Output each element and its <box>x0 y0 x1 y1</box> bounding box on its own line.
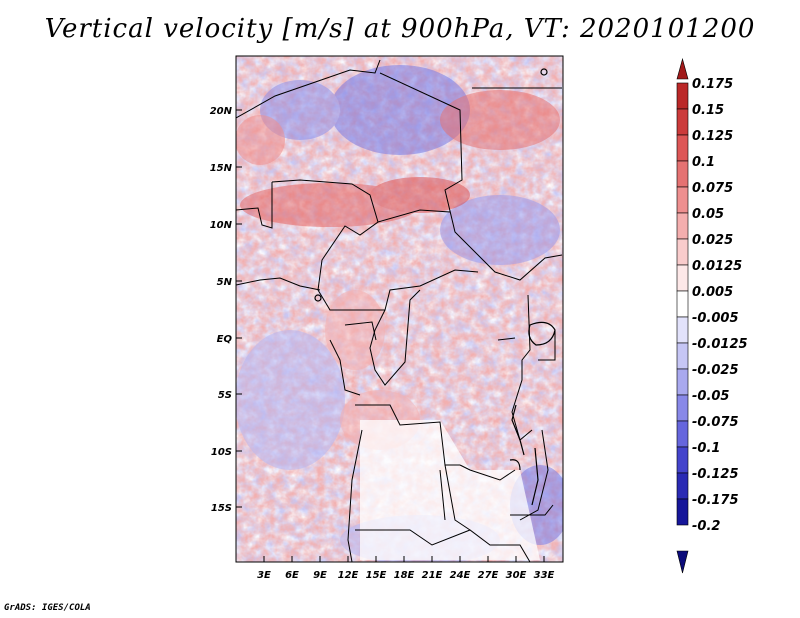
x-tick-label: 9E <box>313 570 327 581</box>
colorbar-segment <box>676 186 689 214</box>
colorbar-segment <box>676 420 689 448</box>
colorbar: 0.175 0.15 0.125 0.1 0.075 0.05 0.025 0.0125 0.0… <box>676 57 748 574</box>
x-tick-label: 15E <box>366 570 387 581</box>
colorbar-segment <box>676 212 689 240</box>
colorbar-segment <box>676 57 689 80</box>
colorbar-label: -0.075 <box>692 415 739 430</box>
colorbar-label: -0.2 <box>692 519 720 534</box>
x-tick-label: 12E <box>338 570 359 581</box>
y-tick-label: 10S <box>211 447 232 458</box>
y-tick-label: EQ <box>217 334 233 345</box>
x-tick-label: 33E <box>534 570 555 581</box>
colorbar-segment <box>676 550 689 574</box>
x-tick-label: 18E <box>394 570 415 581</box>
x-tick-label: 30E <box>506 570 527 581</box>
colorbar-segment <box>676 342 689 370</box>
x-tick-label: 27E <box>478 570 499 581</box>
colorbar-label: -0.005 <box>692 311 739 326</box>
colorbar-segment <box>676 316 689 344</box>
colorbar-label: -0.0125 <box>692 337 748 352</box>
y-tick-label: 15N <box>210 163 233 174</box>
x-tick-label: 24E <box>450 570 471 581</box>
colorbar-segment <box>676 160 689 188</box>
y-tick-label: 20N <box>210 106 233 117</box>
x-axis-ticks <box>263 556 545 562</box>
colorbar-segment <box>676 108 689 136</box>
colorbar-label: 0.125 <box>692 129 733 144</box>
colorbar-label: 0.075 <box>692 181 733 196</box>
colorbar-segment <box>676 134 689 162</box>
y-tick-label: 5N <box>217 277 233 288</box>
colorbar-segment <box>676 82 689 110</box>
colorbar-label: 0.175 <box>692 77 733 92</box>
colorbar-label: 0.025 <box>692 233 733 248</box>
colorbar-segment <box>676 394 689 422</box>
credit-label: GrADS: IGES/COLA <box>4 603 91 613</box>
colorbar-segment <box>676 472 689 500</box>
y-tick-label: 15S <box>211 503 232 514</box>
colorbar-segment <box>676 446 689 474</box>
x-tick-label: 21E <box>422 570 443 581</box>
colorbar-segment <box>676 264 689 292</box>
colorbar-label: -0.025 <box>692 363 739 378</box>
colorbar-segment <box>676 498 689 526</box>
colorbar-label: -0.05 <box>692 389 729 404</box>
colorbar-label: -0.175 <box>692 493 739 508</box>
colorbar-segment <box>676 290 689 318</box>
y-tick-label: 10N <box>210 220 233 231</box>
colorbar-label: -0.125 <box>692 467 739 482</box>
x-tick-label: 6E <box>285 570 299 581</box>
colorbar-label: 0.0125 <box>692 259 742 274</box>
colorbar-label: 0.1 <box>692 155 715 170</box>
colorbar-segment <box>676 368 689 396</box>
colorbar-label: -0.1 <box>692 441 720 456</box>
y-tick-label: 5S <box>218 390 232 401</box>
map-title: Vertical velocity [m/s] at 900hPa, VT: 2… <box>44 14 756 44</box>
colorbar-label: 0.15 <box>692 103 724 118</box>
velocity-field <box>236 56 563 562</box>
colorbar-label: 0.005 <box>692 285 733 300</box>
x-tick-label: 3E <box>257 570 271 581</box>
colorbar-label: 0.05 <box>692 207 724 222</box>
y-axis-ticks <box>236 109 242 508</box>
colorbar-segment <box>676 238 689 266</box>
